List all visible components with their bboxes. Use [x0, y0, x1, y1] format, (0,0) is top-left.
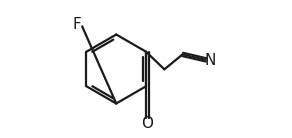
Text: O: O — [141, 116, 153, 131]
Text: F: F — [73, 17, 81, 32]
Text: N: N — [204, 53, 216, 68]
